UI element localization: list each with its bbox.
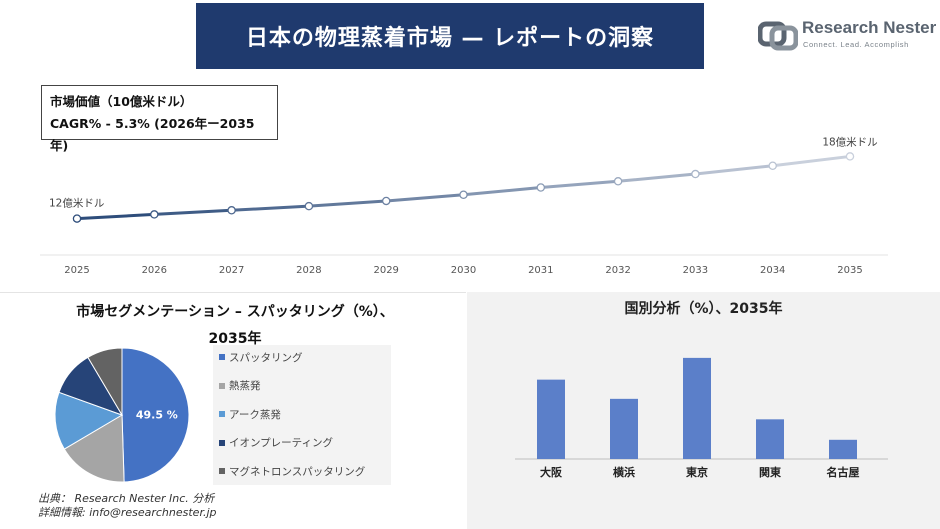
bar <box>537 379 565 459</box>
country-analysis-title: 国別分析（%）、2035年 <box>624 301 783 317</box>
bar <box>756 419 784 459</box>
data-point <box>536 183 546 192</box>
x-tick-label: 2031 <box>528 265 553 276</box>
country-bar-chart: 大阪 横浜 東京 関東 名古屋 <box>515 357 888 479</box>
market-value-label: 市場価値（10億米ドル） <box>50 94 193 109</box>
data-point <box>304 201 314 211</box>
line-segment <box>693 164 775 176</box>
pie-slice <box>87 347 123 417</box>
pie-legend: スパッタリング 熱蒸発アーク蒸発イオンプレーティングマグネトロンスパッタリング <box>213 345 391 485</box>
legend-label: アーク蒸発 <box>229 408 281 421</box>
bar-category-label: 大阪 <box>540 465 563 479</box>
line-segment <box>616 172 697 183</box>
x-tick-label: 2030 <box>451 265 476 276</box>
pie-slice <box>54 391 124 450</box>
bar <box>683 357 711 459</box>
data-point <box>845 152 855 161</box>
legend-swatch <box>219 439 225 446</box>
market-value-line-chart: 2025 2026 2027 2028 2029 2030 2031 2032 2033 2034… <box>40 135 888 276</box>
line-segment <box>771 154 852 168</box>
segmentation-pie-chart: 49.5 % <box>54 347 190 483</box>
country-analysis-panel: 国別分析（%）、2035年 大阪 横浜 東京 関東 名古屋 <box>467 292 940 529</box>
pie-slice-label: 49.5 % <box>136 408 178 421</box>
x-tick-label: 2026 <box>142 265 167 276</box>
line-segment <box>152 208 234 216</box>
research-nester-logo: Research Nester Connect. Lead. Accomplis… <box>757 16 936 56</box>
value-annotation: 18億米ドル <box>822 135 877 148</box>
x-tick-label: 2033 <box>683 265 708 276</box>
legend-item: マグネトロンスパッタリング <box>219 463 365 479</box>
x-tick-label: 2029 <box>373 265 398 276</box>
bar <box>829 439 857 459</box>
line-segment <box>384 193 465 203</box>
data-point <box>459 190 468 200</box>
bar <box>610 398 638 459</box>
x-tick-label: 2028 <box>296 265 321 276</box>
bar-category-label: 東京 <box>686 465 708 479</box>
value-annotation: 12億米ドル <box>49 197 104 210</box>
x-tick-label: 2032 <box>605 265 630 276</box>
line-segment <box>307 199 388 208</box>
x-tick-label: 2035 <box>837 265 862 276</box>
legend-item: スパッタリング <box>219 349 303 365</box>
legend-swatch <box>219 382 225 389</box>
legend-swatch <box>219 411 225 417</box>
legend-item: アーク蒸発 <box>219 406 281 422</box>
report-title-banner: 日本の物理蒸着市場 — レポートの洞察 <box>196 3 704 69</box>
x-tick-label: 2034 <box>760 265 785 276</box>
legend-label: スパッタリング <box>229 351 303 364</box>
data-point <box>381 196 391 206</box>
line-segment <box>75 212 156 221</box>
pie-slice <box>121 347 190 483</box>
source-note: 出典： Research Nester Inc. 分析 詳細情報: info@r… <box>38 492 217 520</box>
brand-logo-icon <box>757 21 799 51</box>
report-title: 日本の物理蒸着市場 — レポートの洞察 <box>245 26 655 51</box>
legend-label: イオンプレーティング <box>229 437 334 449</box>
segmentation-title: 市場セグメンテーション – スパッタリング（%）、 2035年 <box>30 299 440 353</box>
x-tick-label: 2027 <box>219 265 244 276</box>
legend-label: 熱蒸発 <box>229 380 261 392</box>
brand-tagline: Connect. Lead. Accomplish <box>803 40 909 49</box>
market-info-box: 市場価値（10億米ドル） CAGR% - 5.3% (2026年ー2035年) <box>41 85 278 153</box>
legend-swatch <box>219 354 225 360</box>
segmentation-panel: 市場セグメンテーション – スパッタリング（%）、 2035年 49.5 % ス… <box>0 292 466 529</box>
legend-item: 熱蒸発 <box>219 378 261 394</box>
cagr-label: CAGR% - 5.3% (2026年ー2035年) <box>50 116 255 153</box>
bar-category-label: 名古屋 <box>827 465 860 479</box>
data-point <box>613 177 623 186</box>
line-segment <box>462 186 543 197</box>
data-point <box>768 161 777 171</box>
data-point <box>227 206 236 215</box>
contact-line: 詳細情報: info@researchnester.jp <box>38 506 217 519</box>
bar-category-label: 横浜 <box>613 465 635 479</box>
data-point <box>150 210 159 219</box>
x-tick-label: 2025 <box>64 265 89 276</box>
pie-slice <box>63 414 125 483</box>
line-segment <box>230 204 311 212</box>
brand-name: Research Nester <box>802 18 937 37</box>
bar-category-label: 関東 <box>759 465 782 479</box>
data-point <box>691 169 700 179</box>
source-line: 出典： Research Nester Inc. 分析 <box>38 492 215 505</box>
legend-item: イオンプレーティング <box>219 435 333 451</box>
data-point <box>72 214 82 223</box>
segmentation-title-line2: 2035年 <box>208 331 262 347</box>
legend-label: マグネトロンスパッタリング <box>229 465 366 478</box>
line-segment <box>539 179 620 189</box>
bottom-panels: 市場セグメンテーション – スパッタリング（%）、 2035年 49.5 % ス… <box>0 292 940 529</box>
segmentation-title-line1: 市場セグメンテーション – スパッタリング（%）、 <box>76 304 394 320</box>
legend-swatch <box>219 468 225 474</box>
